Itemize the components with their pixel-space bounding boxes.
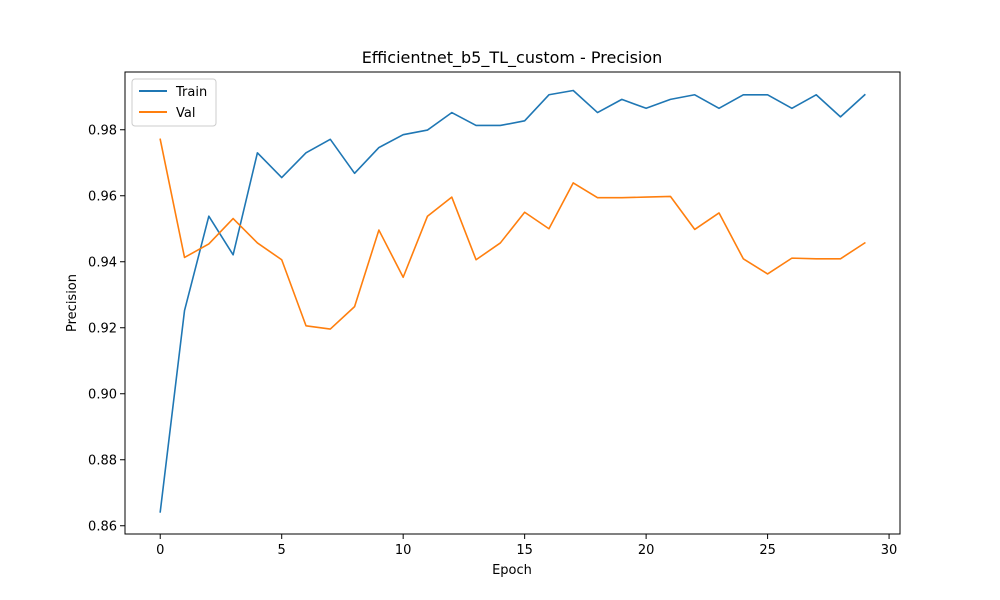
y-axis-label: Precision [65, 274, 80, 332]
x-tick-label: 25 [759, 543, 776, 558]
x-tick-label: 10 [395, 543, 412, 558]
series-lines [159, 89, 866, 513]
x-tick-label: 5 [278, 543, 286, 558]
legend-label-val: Val [176, 106, 195, 121]
legend-label-train: Train [175, 85, 207, 100]
x-tick-label: 0 [156, 543, 164, 558]
x-axis-label: Epoch [492, 563, 532, 578]
y-tick-label: 0.96 [88, 189, 117, 204]
y-tick-label: 0.98 [88, 123, 117, 138]
plot-frame [124, 71, 901, 535]
y-tick-label: 0.92 [88, 321, 117, 336]
y-tick-label: 0.86 [88, 519, 117, 534]
x-tick-label: 15 [516, 543, 533, 558]
series-line-val [159, 138, 866, 330]
x-tick-label: 20 [638, 543, 655, 558]
y-tick-label: 0.94 [88, 255, 117, 270]
legend: Train Val [131, 78, 217, 127]
y-axis: 0.86 0.88 0.90 0.92 0.94 0.96 0.98 [88, 123, 125, 534]
x-tick-label: 30 [881, 543, 898, 558]
x-axis: 0 5 10 15 20 25 30 [156, 534, 897, 558]
series-line-train [159, 89, 866, 513]
y-tick-label: 0.90 [88, 387, 117, 402]
y-tick-label: 0.88 [88, 453, 117, 468]
chart-title: Efficientnet_b5_TL_custom - Precision [362, 48, 663, 68]
